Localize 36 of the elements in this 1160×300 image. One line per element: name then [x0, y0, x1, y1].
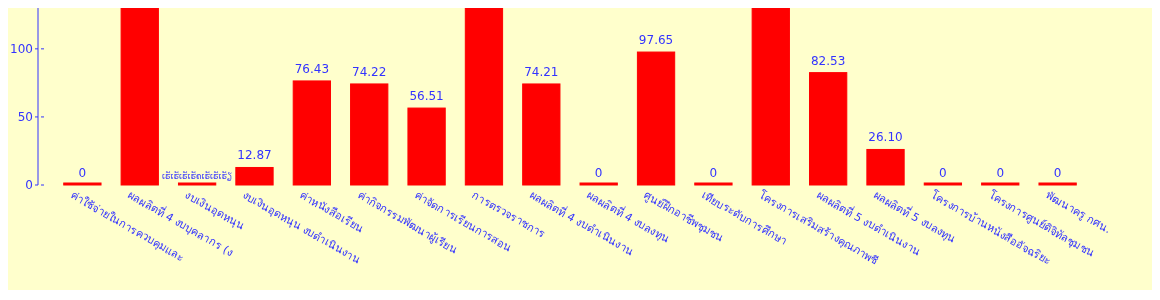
bar — [464, 8, 504, 186]
data-label: 0 — [996, 166, 1005, 180]
bar — [522, 83, 561, 186]
y-tick-label: 100 — [10, 42, 33, 57]
bar — [694, 182, 733, 186]
data-label: 82.53 — [810, 53, 846, 68]
bar — [292, 80, 331, 186]
data-label: 12.87 — [237, 148, 272, 163]
data-label: 0 — [1053, 166, 1062, 180]
y-tick-label: 50 — [17, 110, 33, 125]
bar — [63, 182, 102, 186]
bar — [1038, 182, 1077, 186]
bar — [177, 182, 217, 186]
data-label: 97.65 — [638, 33, 674, 48]
data-label: 76.43 — [294, 61, 330, 76]
data-label: 74.22 — [352, 64, 387, 79]
data-label: 0 — [939, 166, 947, 180]
y-tick-label: 0 — [25, 178, 33, 193]
data-label: 26.10 — [868, 130, 903, 145]
bar — [579, 182, 618, 186]
bar — [350, 83, 389, 186]
bar — [751, 8, 790, 186]
data-label: 0 — [594, 166, 603, 180]
bar — [407, 107, 446, 186]
data-label: 0 — [78, 166, 87, 180]
bar — [981, 182, 1020, 186]
bar — [636, 51, 676, 186]
data-label: ເຮັເຮັເຮັເຮັຄເຮັເຮັເຮັຽ — [162, 170, 233, 181]
bar — [120, 8, 159, 186]
bar — [866, 148, 905, 186]
data-label: 56.51 — [409, 89, 444, 104]
data-label: 0 — [709, 166, 718, 180]
bar — [923, 182, 963, 186]
bar — [235, 166, 274, 186]
bar — [809, 72, 848, 186]
data-label: 74.21 — [524, 64, 559, 79]
